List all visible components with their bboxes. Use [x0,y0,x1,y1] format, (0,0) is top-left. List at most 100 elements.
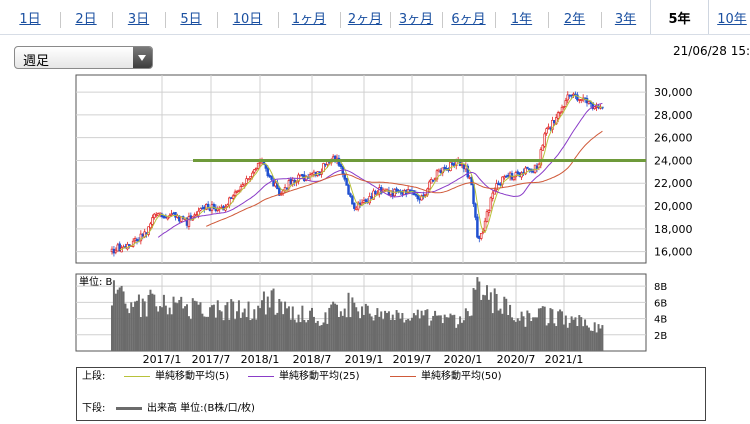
tab-4[interactable]: 10日 [232,12,263,27]
volume-bar [399,318,402,351]
volume-bar [587,327,590,351]
candle [416,191,420,202]
candle-body [249,176,252,179]
tab-13[interactable]: 10年 [717,12,747,27]
volume-bar [482,294,485,351]
candle-body [135,239,139,242]
tab-6[interactable]: 2ヶ月 [347,12,383,27]
candle-body [266,167,270,177]
volume-bar [180,296,183,351]
candle-body [499,183,502,186]
candle-body [374,190,377,194]
candle [212,202,216,210]
volume-bar [255,319,258,351]
candle-body [485,211,489,222]
candle-body [139,233,143,242]
candle-body [270,175,273,180]
volume-bar [241,312,244,351]
volume-bar [199,302,202,351]
candle-body [164,216,168,219]
candle-body [278,187,281,196]
volume-bar [518,320,521,351]
candle-body [560,106,564,113]
candle-body [187,216,191,227]
volume-bar [334,303,337,351]
tab-0[interactable]: 1日 [19,12,41,27]
chevron-down-icon[interactable] [133,47,152,68]
volume-bar [159,306,162,351]
candle-body [497,182,500,186]
volume-bar [247,301,250,351]
candle-body [504,175,508,178]
candle-body [353,202,356,209]
price-y-tick-label: 20,000 [654,200,693,213]
volume-bar [278,298,281,351]
tab-9[interactable]: 1年 [510,12,533,27]
candle [247,178,250,181]
volume-bar [597,324,600,351]
volume-bar [262,291,265,351]
candle-body [528,168,531,171]
volume-bar [197,304,200,351]
volume-bar [543,306,546,351]
volume-bar [170,314,173,351]
tab-12[interactable]: 5年 [650,0,709,34]
volume-bar [403,322,406,351]
candle-body [199,208,202,211]
tab-8[interactable]: 6ヶ月 [451,12,486,27]
tab-1[interactable]: 2日 [75,12,97,27]
volume-bar [143,301,146,351]
volume-bar [532,317,535,351]
volume-bar [161,307,163,351]
volume-bar [116,289,119,351]
volume-bar [295,322,298,351]
volume-bar [264,314,267,351]
volume-bar [230,299,233,351]
volume-bar [534,317,537,351]
volume-bar [595,332,598,351]
volume-bar [136,300,138,351]
volume-bar [393,319,396,351]
tab-5[interactable]: 1ヶ月 [291,12,327,27]
candle [485,209,489,223]
volume-bars [111,277,604,351]
volume-bar [584,319,587,351]
volume-bar [309,310,312,351]
candle-body [579,99,583,101]
volume-bar [172,296,175,351]
candle-body [268,175,271,178]
volume-bar [122,291,125,351]
volume-bar [187,316,190,351]
candle-body [147,226,150,235]
volume-bar [222,320,225,351]
candle-body [126,243,129,250]
volume-bar [245,317,248,351]
volume-bar [293,319,296,351]
candle [566,91,570,104]
tab-7[interactable]: 3ヶ月 [398,12,434,27]
candle-body [460,163,464,166]
volume-bar [599,328,602,351]
tab-2[interactable]: 3日 [127,12,150,27]
tab-10[interactable]: 2年 [563,12,586,27]
candle-body [256,162,260,169]
period-select[interactable]: 週足 [14,46,153,69]
volume-bar [591,330,594,351]
volume-bar [347,292,350,351]
volume-bar [287,306,290,351]
tab-3[interactable]: 5日 [180,12,202,27]
volume-y-tick-label: 8B [654,282,667,293]
volume-bar [322,322,325,351]
chart-legend: 上段: 単純移動平均(5) 単純移動平均(25) 単純移動平均(50) 下段: … [76,367,706,421]
volume-bar [289,319,292,351]
volume-bar [189,319,192,351]
volume-bar [541,306,544,351]
price-y-tick-label: 16,000 [654,246,693,259]
candle-body [470,177,473,186]
legend-ma50-swatch [390,375,416,377]
volume-bar [118,287,121,351]
candle-body [570,94,573,97]
tab-11[interactable]: 3年 [614,12,637,27]
volume-bar [568,322,571,351]
candle-body [468,176,471,179]
